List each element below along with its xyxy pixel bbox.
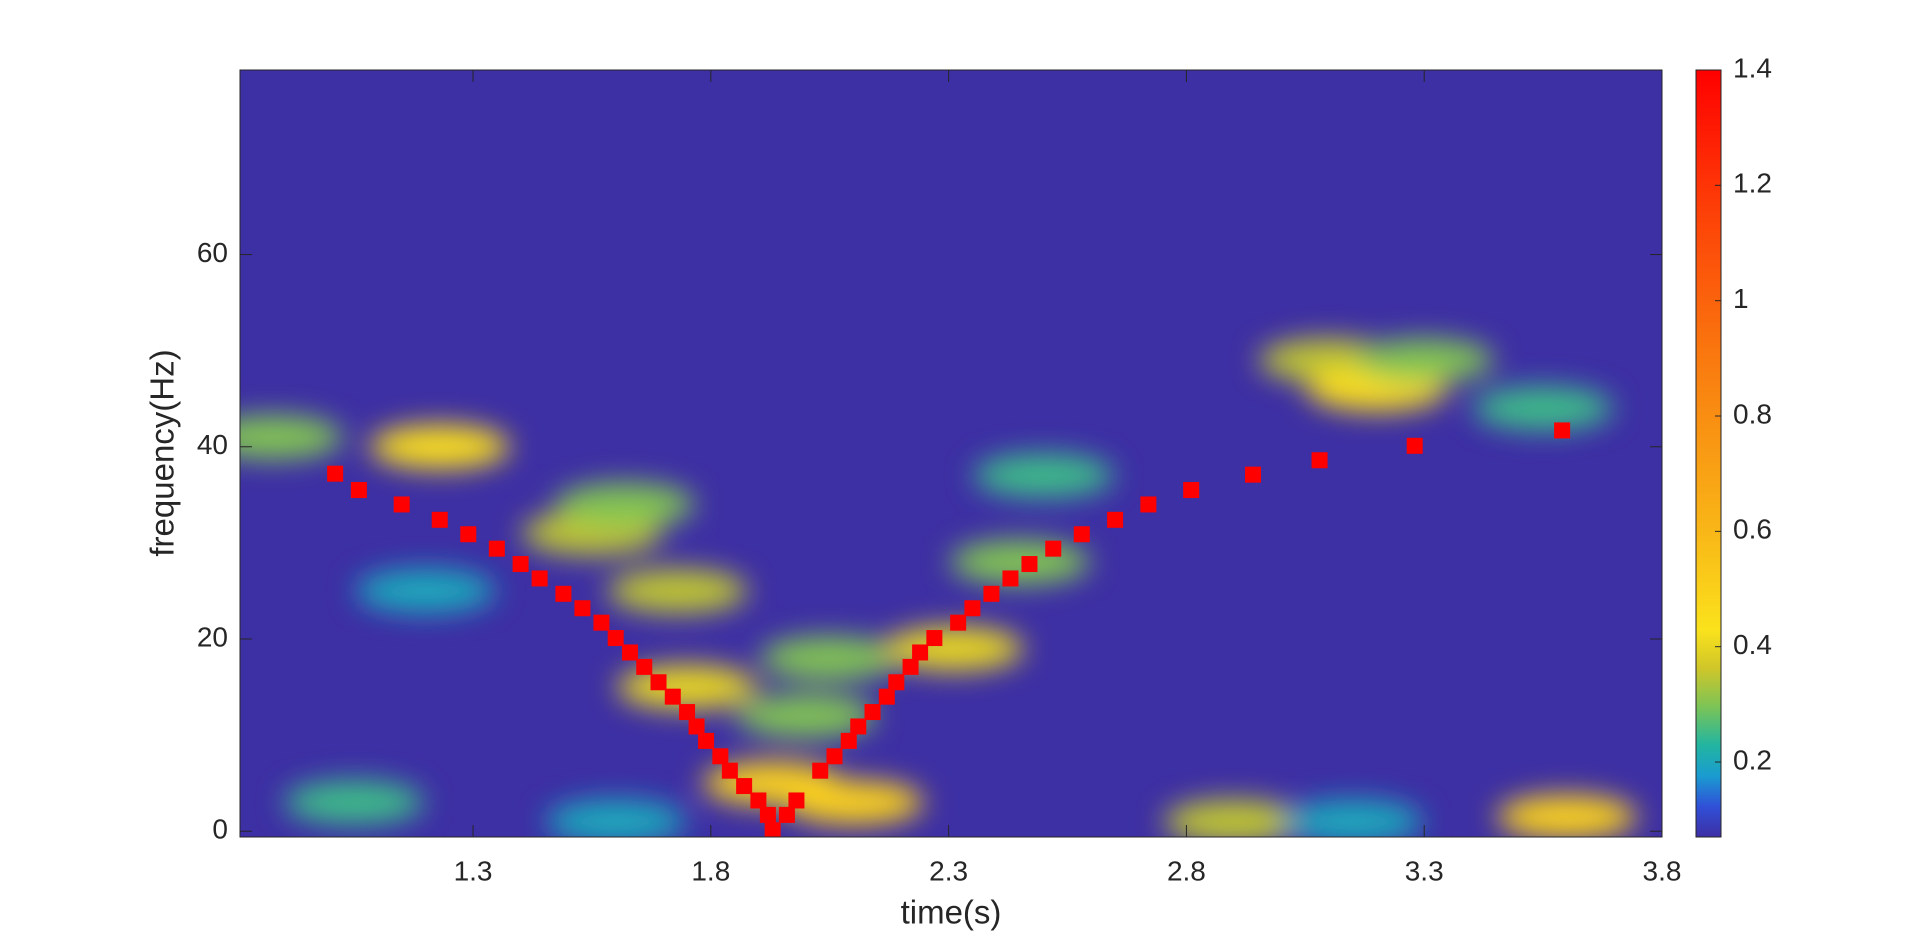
ridge-point — [688, 718, 705, 735]
colorbar-tick-label: 1.4 — [1733, 52, 1772, 83]
colorbar-tick-label: 0.2 — [1733, 744, 1772, 775]
heat-blob — [607, 568, 748, 613]
x-tick-label: 2.8 — [1167, 855, 1206, 886]
ridge-point — [1073, 526, 1090, 543]
ridge-point — [1002, 570, 1019, 587]
ridge-point — [512, 556, 529, 573]
colorbar-tick-label: 0.4 — [1733, 629, 1772, 660]
ridge-point — [393, 496, 410, 513]
ridge-point — [327, 465, 344, 482]
ridge-point — [1183, 482, 1200, 499]
ridge-point — [840, 732, 857, 749]
ridge-point — [812, 762, 829, 779]
ridge-point — [664, 688, 681, 705]
heat-blob — [735, 693, 876, 738]
ridge-point — [1244, 466, 1261, 483]
ridge-point — [1021, 556, 1038, 573]
ridge-point — [636, 658, 653, 675]
ridge-point — [983, 585, 1000, 602]
ridge-point — [950, 614, 967, 631]
ridge-point — [912, 644, 929, 661]
ridge-point — [431, 511, 448, 528]
ridge-point — [621, 644, 638, 661]
heat-blob — [555, 482, 696, 527]
heat-blob — [1496, 794, 1637, 837]
x-tick-label: 3.3 — [1405, 855, 1444, 886]
heat-blob — [1163, 799, 1304, 837]
y-tick-label: 60 — [197, 237, 228, 268]
ridge-point — [1554, 422, 1571, 439]
ridge-point — [712, 748, 729, 765]
ridge-point — [826, 748, 843, 765]
ridge-point — [531, 570, 548, 587]
ridge-point — [759, 806, 776, 823]
ridge-point — [764, 822, 781, 837]
y-tick-label: 40 — [197, 429, 228, 460]
ridge-point — [850, 718, 867, 735]
heat-blob — [1473, 386, 1614, 431]
y-tick-label: 20 — [197, 621, 228, 652]
ridge-point — [750, 792, 767, 809]
ridge-point — [593, 614, 610, 631]
colorbar — [1695, 69, 1722, 838]
x-tick-label: 2.3 — [929, 855, 968, 886]
y-axis-label: frequency(Hz) — [144, 349, 181, 556]
ridge — [327, 422, 1571, 837]
ridge-point — [878, 688, 895, 705]
heat-blob — [284, 780, 425, 825]
ridge-point — [1107, 511, 1124, 528]
ridge-point — [679, 704, 696, 721]
heat-blob — [369, 424, 510, 469]
heat-blob — [1282, 799, 1423, 837]
ridge-point — [736, 778, 753, 795]
ridge-point — [778, 806, 795, 823]
heat-blob — [783, 780, 924, 825]
colorbar-tick-label: 1.2 — [1733, 168, 1772, 199]
ridge-point — [902, 658, 919, 675]
ridge-point — [926, 630, 943, 647]
ridge-point — [574, 600, 591, 617]
x-tick-label: 1.3 — [454, 855, 493, 886]
ridge-point — [1140, 496, 1157, 513]
ridge-point — [964, 600, 981, 617]
y-tick-label: 0 — [212, 814, 228, 845]
ridge-point — [350, 482, 367, 499]
heat-blob — [240, 415, 344, 460]
heat-blob — [355, 568, 496, 613]
ridge-point — [1311, 452, 1328, 469]
ridge-point — [721, 762, 738, 779]
heat-blob — [949, 540, 1090, 585]
heat-blob — [1354, 338, 1495, 383]
ridge-point — [460, 526, 477, 543]
colorbar-tick-label: 0.8 — [1733, 398, 1772, 429]
ridge-point — [650, 674, 667, 691]
ridge-point — [788, 792, 805, 809]
ridge-point — [555, 585, 572, 602]
x-tick-label: 1.8 — [691, 855, 730, 886]
colorbar-tick-label: 1 — [1733, 283, 1749, 314]
ridge-point — [698, 732, 715, 749]
x-tick-label: 3.8 — [1643, 855, 1682, 886]
heat-blob — [759, 636, 900, 681]
heat-blob — [545, 799, 686, 837]
colorbar-tick-label: 0.6 — [1733, 514, 1772, 545]
ridge-point — [888, 674, 905, 691]
x-axis-label: time(s) — [901, 894, 1002, 931]
heat-blob — [973, 453, 1114, 498]
ridge-point — [1045, 540, 1062, 557]
ridge-point — [488, 540, 505, 557]
ridge-point — [1406, 437, 1423, 454]
plot-frame — [239, 69, 1663, 838]
ridge-point — [864, 704, 881, 721]
ridge-point — [607, 630, 624, 647]
